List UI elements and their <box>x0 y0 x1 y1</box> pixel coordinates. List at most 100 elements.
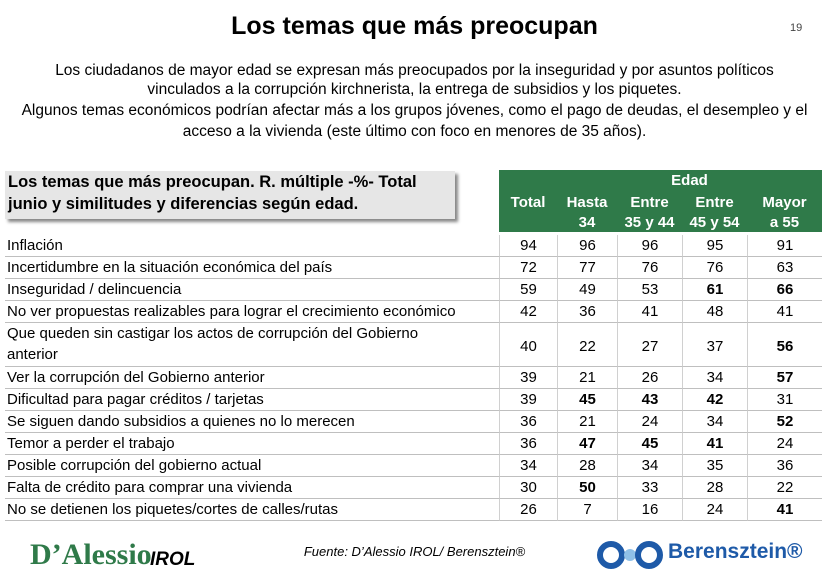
table-cell: 41 <box>747 301 822 323</box>
table-cell: 45 <box>617 433 682 455</box>
row-label-cell <box>5 257 499 279</box>
row-label-cell <box>5 323 499 367</box>
row-label: No ver propuestas realizables para logra… <box>7 303 456 320</box>
row-label: Falta de crédito para comprar una vivien… <box>7 479 293 496</box>
table-cell: 35 <box>682 455 747 477</box>
row-label-cell <box>5 499 499 521</box>
row-label-cell <box>5 477 499 499</box>
table-cell: 53 <box>617 279 682 301</box>
row-label: Incertidumbre en la situación económica … <box>7 259 333 276</box>
table-cell: 49 <box>557 279 617 301</box>
column-header: 34 <box>578 214 596 231</box>
table-cell: 28 <box>682 477 747 499</box>
row-label: Ver la corrupción del Gobierno anterior <box>7 369 265 386</box>
caption-line: junio y similitudes y diferencias según … <box>8 195 359 213</box>
caption-line: Los temas que más preocupan. R. múltiple… <box>8 173 417 191</box>
row-label-cell <box>5 411 499 433</box>
row-label: Posible corrupción del gobierno actual <box>7 457 262 474</box>
row-label: Que queden sin castigar los actos de cor… <box>7 325 419 342</box>
table-cell: 36 <box>557 301 617 323</box>
table-cell: 95 <box>682 235 747 257</box>
column-header: Entre <box>695 194 734 211</box>
table-cell: 39 <box>499 389 557 411</box>
table-cell: 24 <box>682 499 747 521</box>
table-cell: 77 <box>557 257 617 279</box>
table-cell: 40 <box>499 323 557 367</box>
table-cell: 66 <box>747 279 822 301</box>
header-bg <box>499 191 822 232</box>
table-cell: 39 <box>499 367 557 389</box>
table-cell: 96 <box>557 235 617 257</box>
table-cell: 50 <box>557 477 617 499</box>
row-label: anterior <box>7 346 58 363</box>
row-label-cell <box>5 455 499 477</box>
row-label-cell <box>5 433 499 455</box>
table-cell: 94 <box>499 235 557 257</box>
header-bg <box>499 170 557 191</box>
source: Fuente: D’Alessio IROL/ Berensztein® <box>303 544 526 559</box>
table-cell: 22 <box>747 477 822 499</box>
intro-line: vinculados a la corrupción kirchnerista,… <box>147 81 682 98</box>
logo-text: D’Alessio <box>30 538 152 571</box>
intro-line: Algunos temas económicos podrían afectar… <box>21 102 808 119</box>
table-cell: 37 <box>682 323 747 367</box>
page-number: 19 <box>790 22 803 34</box>
row-label-cell <box>5 279 499 301</box>
row-label-cell <box>5 301 499 323</box>
caption-box <box>5 171 455 219</box>
table-cell: 91 <box>747 235 822 257</box>
table-cell: 41 <box>682 433 747 455</box>
table-cell: 36 <box>499 433 557 455</box>
table-cell: 34 <box>617 455 682 477</box>
table-cell: 72 <box>499 257 557 279</box>
table-cell: 24 <box>617 411 682 433</box>
row-label: Dificultad para pagar créditos / tarjeta… <box>7 391 264 408</box>
table-cell: 34 <box>682 411 747 433</box>
logo-text: IROL <box>150 549 196 570</box>
table-cell: 27 <box>617 323 682 367</box>
column-header: 35 y 44 <box>624 214 675 231</box>
table-cell: 47 <box>557 433 617 455</box>
column-header: Mayor <box>762 194 807 211</box>
column-header: Entre <box>630 194 669 211</box>
table-cell: 63 <box>747 257 822 279</box>
table-cell: 16 <box>617 499 682 521</box>
table-cell: 43 <box>617 389 682 411</box>
table-cell: 41 <box>747 499 822 521</box>
title: Los temas que más preocupan <box>231 12 598 40</box>
table-cell: 96 <box>617 235 682 257</box>
row-label-cell <box>5 235 499 257</box>
column-header: Hasta <box>566 194 608 211</box>
row-label-cell <box>5 389 499 411</box>
row-label-cell <box>5 367 499 389</box>
table-cell: 7 <box>557 499 617 521</box>
table-cell: 24 <box>747 433 822 455</box>
table-cell: 31 <box>747 389 822 411</box>
table-cell: 26 <box>617 367 682 389</box>
table-cell: 21 <box>557 367 617 389</box>
table-cell: 42 <box>682 389 747 411</box>
table-cell: 76 <box>682 257 747 279</box>
table-cell: 52 <box>747 411 822 433</box>
table-cell: 45 <box>557 389 617 411</box>
table-cell: 36 <box>499 411 557 433</box>
row-label: Temor a perder el trabajo <box>7 435 175 452</box>
table-cell: 33 <box>617 477 682 499</box>
table-cell: 34 <box>499 455 557 477</box>
table-cell: 21 <box>557 411 617 433</box>
table-cell: 42 <box>499 301 557 323</box>
table-cell: 22 <box>557 323 617 367</box>
row-label: Se siguen dando subsidios a quienes no l… <box>7 413 355 430</box>
column-header: a 55 <box>769 214 800 231</box>
table-cell: 57 <box>747 367 822 389</box>
table-cell: 34 <box>682 367 747 389</box>
table-cell: 28 <box>557 455 617 477</box>
table-cell: 56 <box>747 323 822 367</box>
logo-icon <box>597 541 663 569</box>
table-cell: 61 <box>682 279 747 301</box>
column-header: Total <box>510 194 546 211</box>
table-cell: 26 <box>499 499 557 521</box>
row-label: No se detienen los piquetes/cortes de ca… <box>7 501 339 518</box>
column-header: 45 y 54 <box>689 214 740 231</box>
